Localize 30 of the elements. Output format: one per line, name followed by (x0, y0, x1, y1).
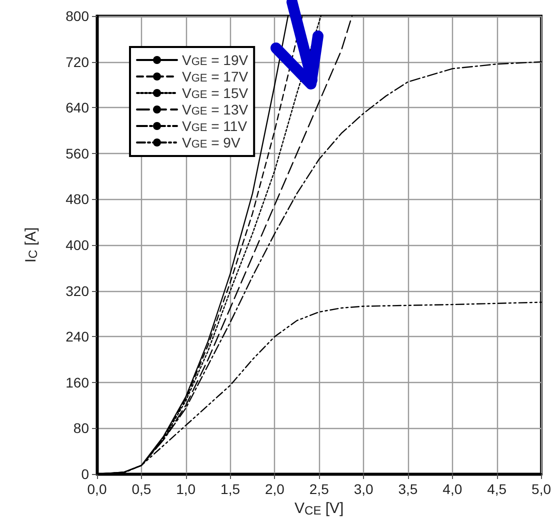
y-axis-title: IC [A] (22, 227, 40, 263)
x-tick-label: 2,5 (309, 481, 330, 497)
x-tick-label: 3,0 (354, 481, 374, 497)
x-tick-label: 1,0 (176, 481, 196, 497)
legend-label: VGE = 13V (182, 102, 249, 118)
y-tick-label: 320 (66, 282, 90, 299)
x-axis-title: VCE [V] (294, 500, 344, 518)
legend-label: VGE = 9V (182, 134, 241, 150)
y-tick-label: 400 (66, 237, 90, 253)
y-tick-label: 80 (73, 420, 90, 436)
legend-label: VGE = 11V (182, 118, 248, 134)
x-tick-label: 5,0 (532, 481, 552, 497)
x-tick-label: 4,5 (487, 481, 507, 497)
y-tick-label: 640 (66, 100, 90, 116)
y-tick-label: 480 (66, 191, 90, 208)
x-tick-label: 0,0 (87, 481, 107, 497)
legend-label: VGE = 19V (182, 52, 249, 68)
legend-label: VGE = 17V (182, 68, 249, 84)
y-tick-label: 160 (66, 374, 90, 390)
x-tick-label: 2,0 (264, 481, 285, 497)
y-tick-label: 240 (66, 328, 90, 345)
y-tick-label: 800 (66, 8, 90, 24)
x-tick-label: 1,5 (220, 481, 240, 497)
legend-label: VGE = 15V (182, 85, 249, 101)
x-tick-label: 0,5 (132, 481, 152, 497)
y-tick-label: 0 (81, 466, 90, 482)
x-tick-label: 3,5 (398, 481, 418, 497)
y-tick-label: 720 (66, 54, 90, 70)
x-tick-label: 4,0 (442, 481, 462, 497)
y-tick-label: 560 (66, 145, 90, 162)
